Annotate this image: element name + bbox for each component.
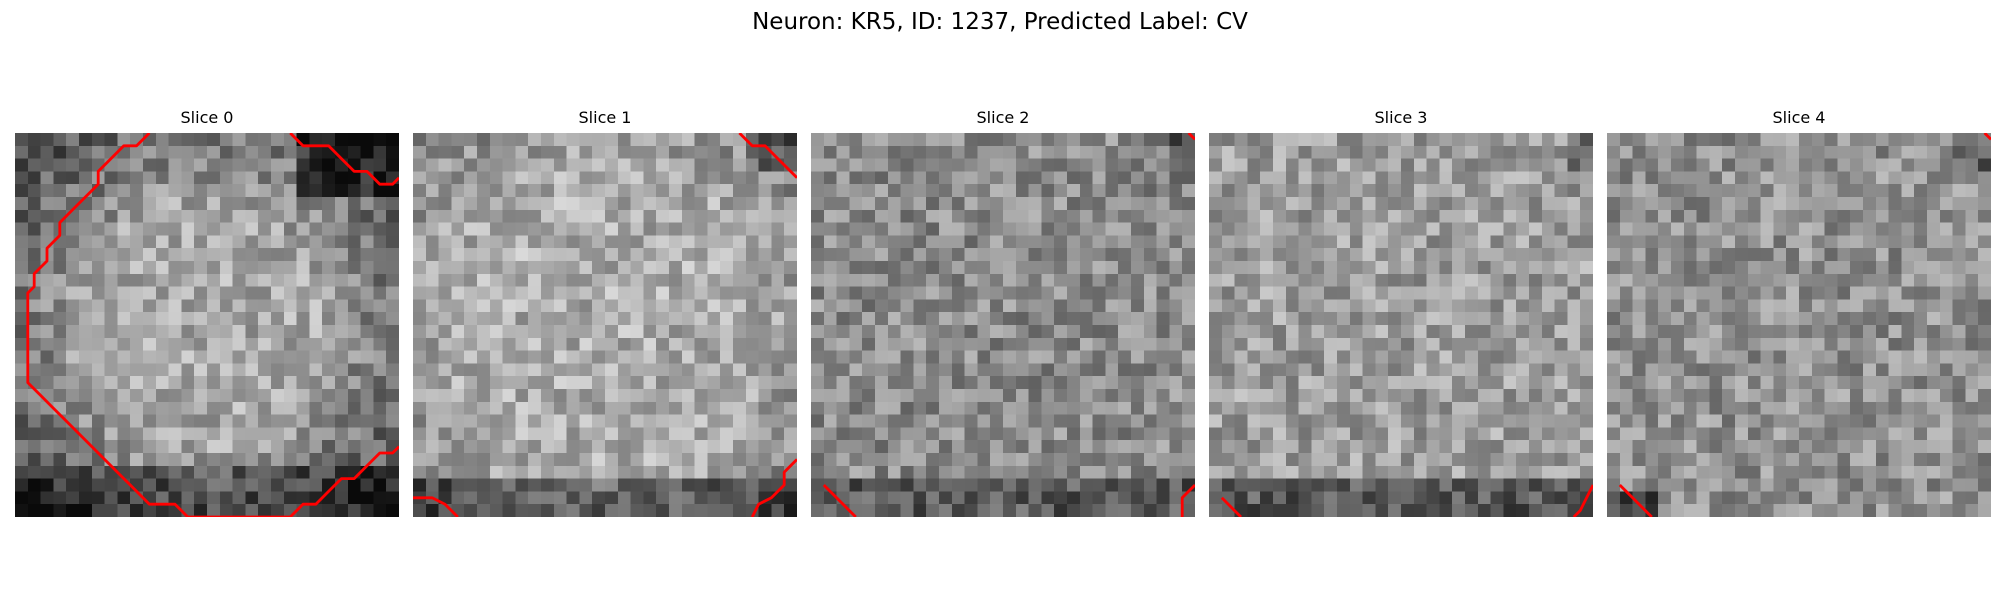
contour-line [26, 133, 399, 517]
slice-svg [1209, 133, 1593, 517]
slice-svg [413, 133, 797, 517]
contour-line [1220, 496, 1242, 517]
slice-title: Slice 0 [180, 108, 234, 127]
pixel-grid [1209, 133, 1593, 517]
slice-svg [15, 133, 399, 517]
contour-line [1983, 133, 1991, 141]
contour-line [822, 484, 857, 517]
slice-title: Slice 1 [578, 108, 632, 127]
slice-image [811, 133, 1195, 517]
slice-title: Slice 3 [1374, 108, 1428, 127]
pixel-grid [811, 133, 1195, 517]
slice-svg [1607, 133, 1991, 517]
slice-title: Slice 4 [1772, 108, 1826, 127]
contour-line [1572, 484, 1593, 517]
pixel-grid [413, 133, 797, 517]
slice-panel-4: Slice 4 [1607, 108, 1991, 517]
contour-line [1187, 133, 1195, 141]
slice-title: Slice 2 [976, 108, 1030, 127]
slice-panel-2: Slice 2 [811, 108, 1195, 517]
slice-image [15, 133, 399, 517]
slice-panel-3: Slice 3 [1209, 108, 1593, 517]
contour-line [289, 133, 399, 186]
contour-line [750, 458, 797, 517]
slice-svg [811, 133, 1195, 517]
contour-line [413, 496, 459, 517]
contour-line [738, 133, 797, 179]
slice-panel-0: Slice 0 [15, 108, 399, 517]
slice-panel-1: Slice 1 [413, 108, 797, 517]
slice-image [1607, 133, 1991, 517]
pixel-grid [15, 133, 399, 517]
contour-line [1180, 484, 1195, 517]
contour-line [1618, 484, 1653, 517]
slice-image [1209, 133, 1593, 517]
slice-image [413, 133, 797, 517]
pixel-grid [1607, 133, 1991, 517]
figure-title: Neuron: KR5, ID: 1237, Predicted Label: … [752, 9, 1248, 35]
